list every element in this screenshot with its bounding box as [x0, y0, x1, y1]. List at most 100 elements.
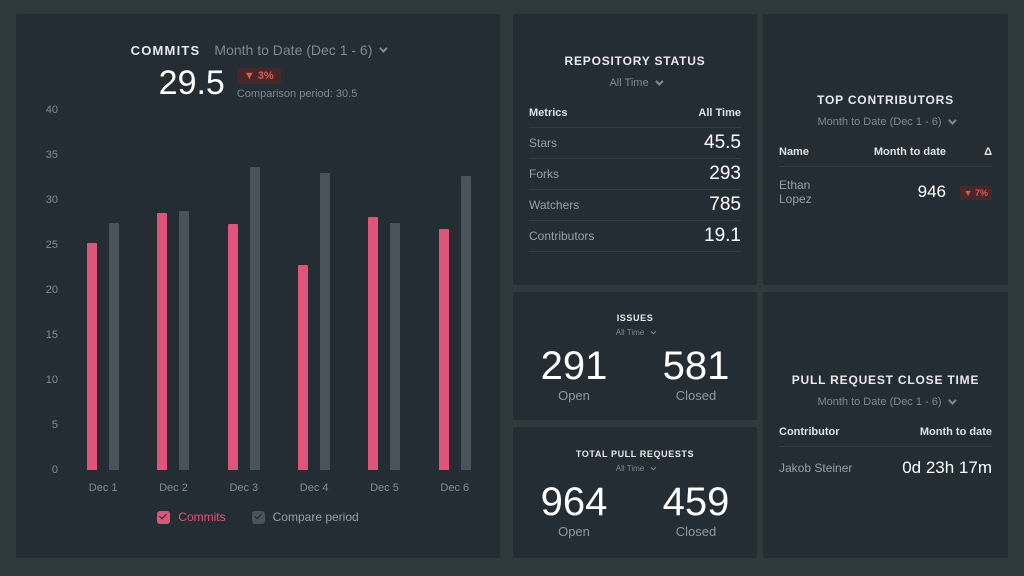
commits-title: COMMITS: [130, 42, 201, 58]
commits-checkbox[interactable]: [157, 510, 171, 524]
repository-status-table: Metrics All Time Stars 45.5 Forks 293 Wa…: [529, 107, 741, 252]
month-to-date-column-header: Month to date: [873, 146, 946, 158]
y-tick-label: 35: [45, 149, 58, 161]
chart-legend: Commits Compare period: [16, 510, 500, 524]
comparison-period-note: Comparison period: 30.5: [236, 88, 358, 100]
commits-bar-chart: 0 5 10 15 20 25 30 35 40 Dec 1 Dec 2 Dec 3 Dec 4 Dec…: [28, 104, 490, 494]
contributor-column-header: Contributor: [779, 425, 840, 438]
y-tick-label: 25: [45, 239, 58, 251]
total-pull-requests-period-dropdown[interactable]: All Time: [615, 464, 657, 473]
prs-closed-value: 459: [662, 480, 730, 524]
issues-closed-value: 581: [662, 344, 730, 388]
table-row: Ethan Lopez 946 ▼ 7%: [779, 167, 992, 206]
bar-compare-period[interactable]: [460, 175, 471, 470]
commits-value: 29.5: [158, 64, 225, 102]
y-tick-label: 5: [51, 419, 58, 431]
pr-close-time-table: Contributor Month to date Jakob Steiner …: [779, 426, 992, 478]
bar-compare-period[interactable]: [109, 223, 120, 470]
x-axis-label: Dec 3: [229, 482, 259, 494]
commits-period-dropdown[interactable]: Month to Date (Dec 1 - 6): [214, 42, 389, 58]
contributor-name: Ethan Lopez: [779, 178, 812, 206]
bar-compare-period[interactable]: [320, 173, 331, 470]
commits-delta-badge: ▼ 3%: [236, 68, 281, 84]
bar-commits[interactable]: [368, 217, 379, 470]
x-axis-label: Dec 4: [299, 482, 329, 494]
bar-group: Dec 2: [138, 110, 208, 494]
bar-commits[interactable]: [298, 264, 309, 470]
metric-label: Stars: [529, 136, 558, 150]
issues-open-value: 291: [540, 344, 608, 388]
commits-panel: COMMITS Month to Date (Dec 1 - 6) 29.5 ▼…: [16, 14, 500, 558]
y-tick-label: 10: [45, 374, 58, 386]
repository-status-period-label: All Time: [609, 77, 649, 89]
pr-close-time-period-label: Month to Date (Dec 1 - 6): [817, 395, 942, 408]
chevron-down-icon: [650, 464, 657, 470]
issues-panel: ISSUES All Time 291 Open 581 Closed: [513, 292, 757, 420]
compare-period-checkbox[interactable]: [251, 510, 265, 524]
metric-value: 19.1: [704, 225, 741, 246]
table-row: Forks 293: [529, 159, 741, 190]
chart-y-axis: 0 5 10 15 20 25 30 35 40: [28, 104, 68, 476]
table-row: Jakob Steiner 0d 23h 17m: [779, 447, 992, 478]
metric-label: Contributors: [529, 229, 595, 243]
table-row: Stars 45.5: [529, 128, 741, 159]
total-pull-requests-period-label: All Time: [615, 464, 645, 473]
delta-column-header: Δ: [984, 146, 992, 158]
chevron-down-icon: [654, 77, 664, 86]
metric-label: Watchers: [529, 198, 580, 212]
issues-period-dropdown[interactable]: All Time: [615, 328, 657, 337]
legend-item-commits[interactable]: Commits: [157, 510, 226, 524]
chevron-down-icon: [379, 44, 389, 53]
bar-group: Dec 1: [68, 110, 138, 494]
issues-title: ISSUES: [616, 313, 654, 323]
chevron-down-icon: [650, 328, 657, 334]
issues-open-label: Open: [558, 388, 590, 403]
contributor-value: 946: [917, 182, 946, 201]
issues-period-label: All Time: [615, 328, 645, 337]
top-contributors-title: TOP CONTRIBUTORS: [817, 93, 954, 107]
close-time-value: 0d 23h 17m: [902, 457, 992, 477]
bar-compare-period[interactable]: [390, 222, 401, 470]
legend-label-commits: Commits: [178, 510, 226, 524]
total-pull-requests-panel: TOTAL PULL REQUESTS All Time 964 Open 45…: [513, 427, 757, 558]
y-tick-label: 20: [45, 284, 58, 296]
x-axis-label: Dec 1: [88, 482, 118, 494]
metric-label: Forks: [529, 167, 559, 181]
commits-value-row: 29.5 ▼ 3% Comparison period: 30.5: [16, 66, 500, 100]
bar-group: Dec 5: [349, 110, 419, 494]
bar-compare-period[interactable]: [249, 166, 260, 470]
y-tick-label: 30: [45, 194, 58, 206]
alltime-column-header: All Time: [698, 107, 741, 119]
pull-request-close-time-panel: PULL REQUEST CLOSE TIME Month to Date (D…: [763, 292, 1008, 558]
repository-status-panel: REPOSITORY STATUS All Time Metrics All T…: [513, 14, 757, 285]
x-axis-label: Dec 5: [370, 482, 399, 494]
metrics-column-header: Metrics: [529, 107, 568, 119]
legend-item-compare-period[interactable]: Compare period: [251, 510, 359, 524]
bar-compare-period[interactable]: [179, 210, 190, 470]
y-tick-label: 0: [51, 464, 58, 476]
bar-commits[interactable]: [227, 224, 238, 470]
bar-commits[interactable]: [438, 228, 449, 470]
bar-group: Dec 4: [279, 110, 349, 494]
bar-commits[interactable]: [87, 243, 98, 470]
pr-close-time-period-dropdown[interactable]: Month to Date (Dec 1 - 6): [763, 396, 1008, 408]
repository-status-title: REPOSITORY STATUS: [564, 54, 706, 68]
y-tick-label: 15: [45, 329, 58, 341]
issues-closed-label: Closed: [675, 388, 717, 403]
table-row: Watchers 785: [529, 190, 741, 221]
y-tick-label: 40: [45, 104, 58, 116]
legend-label-compare-period: Compare period: [272, 510, 359, 524]
prs-open-value: 964: [540, 480, 608, 524]
chart-plot: Dec 1 Dec 2 Dec 3 Dec 4 Dec 5 Dec 6: [68, 110, 490, 494]
prs-open-label: Open: [558, 524, 590, 539]
month-to-date-column-header: Month to date: [919, 425, 992, 438]
bar-group: Dec 6: [420, 110, 490, 494]
top-contributors-period-dropdown[interactable]: Month to Date (Dec 1 - 6): [763, 116, 1008, 128]
pr-close-time-title: PULL REQUEST CLOSE TIME: [791, 372, 980, 387]
top-contributors-table: Name Month to date Δ Ethan Lopez 946 ▼ 7…: [779, 146, 992, 206]
total-pull-requests-title: TOTAL PULL REQUESTS: [575, 449, 695, 459]
repository-status-period-dropdown[interactable]: All Time: [513, 77, 757, 89]
top-contributors-panel: TOP CONTRIBUTORS Month to Date (Dec 1 - …: [763, 14, 1008, 285]
bar-commits[interactable]: [157, 212, 168, 470]
